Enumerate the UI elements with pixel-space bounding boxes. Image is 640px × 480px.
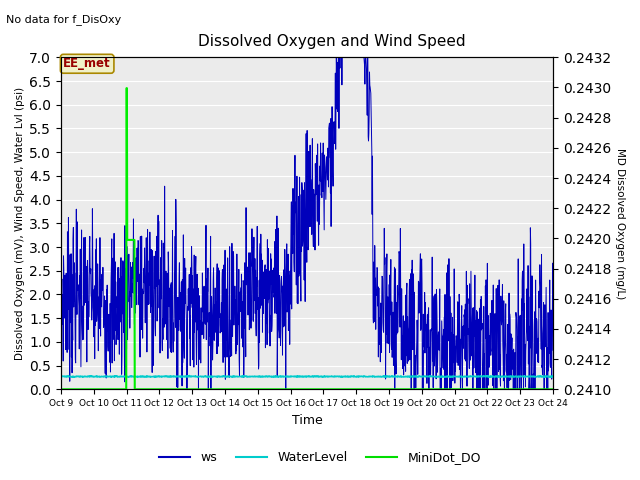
Y-axis label: MD Dissolved Oxygen (mg/L): MD Dissolved Oxygen (mg/L) bbox=[615, 148, 625, 299]
Text: EE_met: EE_met bbox=[63, 57, 111, 70]
Y-axis label: Dissolved Oxygen (mV), Wind Speed, Water Lvl (psi): Dissolved Oxygen (mV), Wind Speed, Water… bbox=[15, 87, 25, 360]
Text: No data for f_DisOxy: No data for f_DisOxy bbox=[6, 14, 122, 25]
X-axis label: Time: Time bbox=[292, 414, 323, 427]
Legend: ws, WaterLevel, MiniDot_DO: ws, WaterLevel, MiniDot_DO bbox=[154, 446, 486, 469]
Title: Dissolved Oxygen and Wind Speed: Dissolved Oxygen and Wind Speed bbox=[198, 34, 465, 49]
